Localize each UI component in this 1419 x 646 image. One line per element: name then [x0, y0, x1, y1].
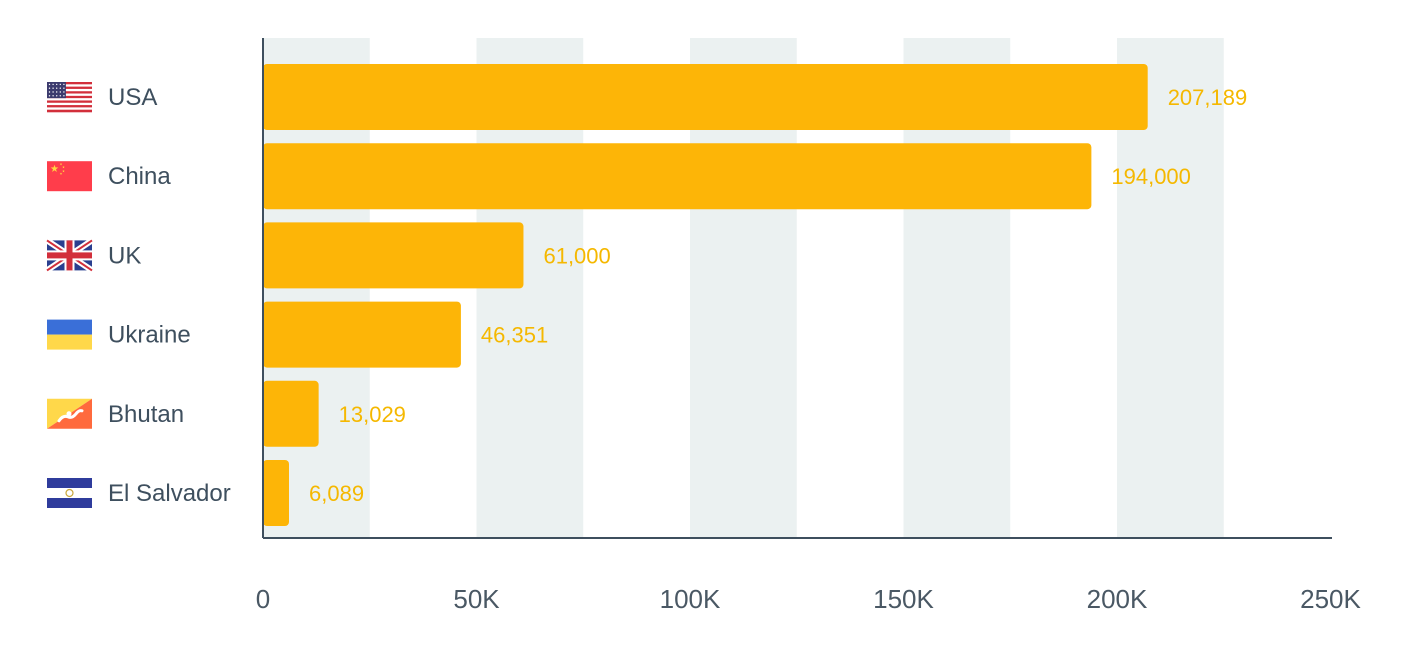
x-tick-label: 200K — [1087, 584, 1148, 614]
flag-icons — [45, 82, 94, 508]
bars — [263, 64, 1148, 526]
category-label: El Salvador — [108, 480, 231, 507]
category-label: Ukraine — [108, 322, 191, 349]
category-label: Bhutan — [108, 401, 184, 428]
bar-usa — [263, 64, 1148, 130]
category-labels: USA China UK Ukraine Bhutan El Salvador — [108, 84, 231, 507]
x-tick-labels: 0 50K 100K 150K 200K 250K — [256, 584, 1362, 614]
axes — [262, 38, 1332, 539]
x-tick-label: 50K — [453, 584, 500, 614]
value-label: 46,351 — [481, 323, 548, 348]
category-label: China — [108, 163, 171, 190]
bar-uk — [263, 222, 524, 289]
category-label: USA — [108, 84, 157, 111]
bar-ukraine — [263, 301, 461, 368]
x-tick-label: 150K — [873, 584, 934, 614]
value-labels: 207,189 194,000 61,000 46,351 13,029 6,089 — [309, 85, 1247, 506]
bar-china — [263, 143, 1092, 210]
category-label: UK — [108, 242, 141, 269]
ukraine-flag-icon — [47, 319, 92, 350]
value-label: 13,029 — [339, 402, 406, 427]
china-flag-icon — [47, 161, 92, 192]
usa-flag-icon — [47, 82, 92, 113]
value-label: 6,089 — [309, 481, 364, 506]
value-label: 207,189 — [1168, 85, 1248, 110]
value-label: 61,000 — [543, 243, 610, 268]
x-tick-label: 0 — [256, 584, 270, 614]
x-tick-label: 100K — [660, 584, 721, 614]
x-tick-label: 250K — [1300, 584, 1361, 614]
bhutan-flag-icon — [47, 398, 92, 429]
value-label: 194,000 — [1111, 164, 1191, 189]
bar-el-salvador — [263, 460, 290, 526]
uk-flag-icon — [45, 237, 94, 273]
el-salvador-flag-icon — [47, 478, 92, 508]
bar-bhutan — [263, 380, 319, 447]
